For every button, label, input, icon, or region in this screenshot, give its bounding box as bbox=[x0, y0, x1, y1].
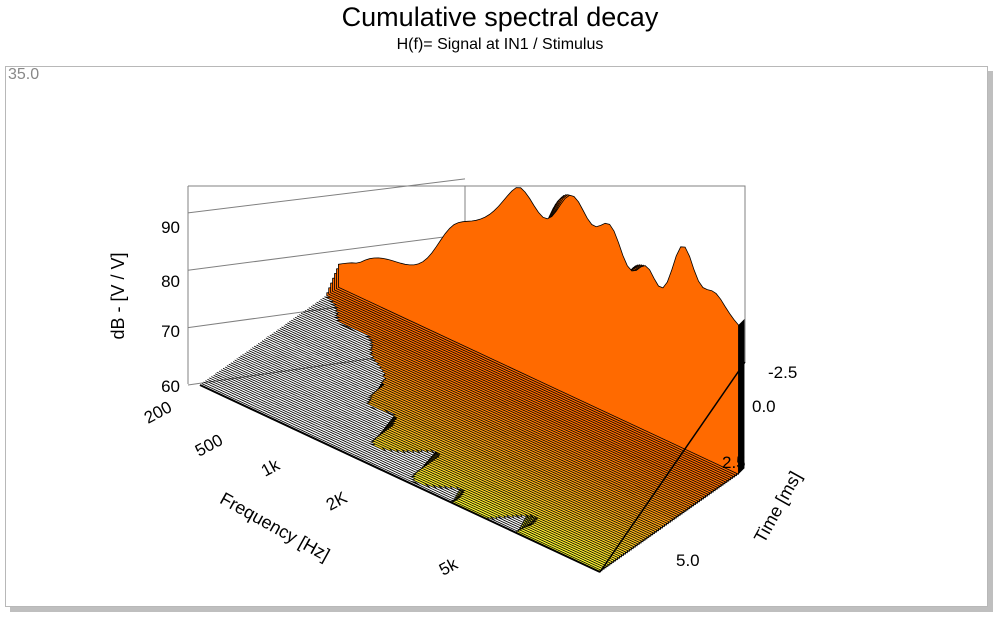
frequency-axis-line bbox=[199, 384, 601, 573]
corner-value: 35.0 bbox=[8, 66, 40, 83]
x-axis-label: Frequency [Hz] bbox=[217, 488, 333, 565]
z-tick-label: 80 bbox=[161, 272, 180, 291]
y-tick-label: 2.5 bbox=[722, 453, 746, 472]
y-tick-label: 0.0 bbox=[752, 397, 776, 416]
z-tick-label: 90 bbox=[161, 218, 180, 237]
x-tick-label: 200 bbox=[141, 397, 175, 427]
x-tick-label: 5k bbox=[436, 554, 461, 579]
z-axis-label: dB - [V / V] bbox=[108, 252, 128, 339]
chart-title: Cumulative spectral decay bbox=[341, 2, 659, 32]
y-tick-label: 5.0 bbox=[676, 551, 700, 570]
y-tick-label: -2.5 bbox=[768, 363, 797, 382]
z-gridline bbox=[187, 178, 466, 214]
z-tick-label: 60 bbox=[161, 377, 180, 396]
time-axis-line bbox=[599, 361, 746, 573]
back-wall-edge bbox=[188, 185, 746, 362]
chart-subtitle: H(f)= Signal at IN1 / Stimulus bbox=[396, 36, 604, 53]
x-tick-label: 2K bbox=[323, 488, 351, 515]
z-tick-label: 70 bbox=[161, 322, 180, 341]
decay-slices bbox=[199, 187, 745, 573]
x-tick-label: 1k bbox=[258, 455, 283, 480]
z-gridline bbox=[187, 233, 466, 271]
x-tick-label: 500 bbox=[192, 430, 226, 460]
decay-slice bbox=[337, 187, 739, 475]
y-axis-label: Time [ms] bbox=[750, 468, 805, 546]
slice-side bbox=[738, 318, 745, 475]
